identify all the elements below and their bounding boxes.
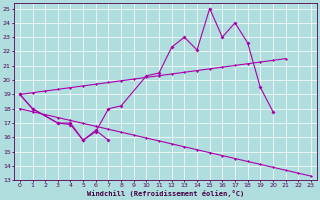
X-axis label: Windchill (Refroidissement éolien,°C): Windchill (Refroidissement éolien,°C) (87, 190, 244, 197)
